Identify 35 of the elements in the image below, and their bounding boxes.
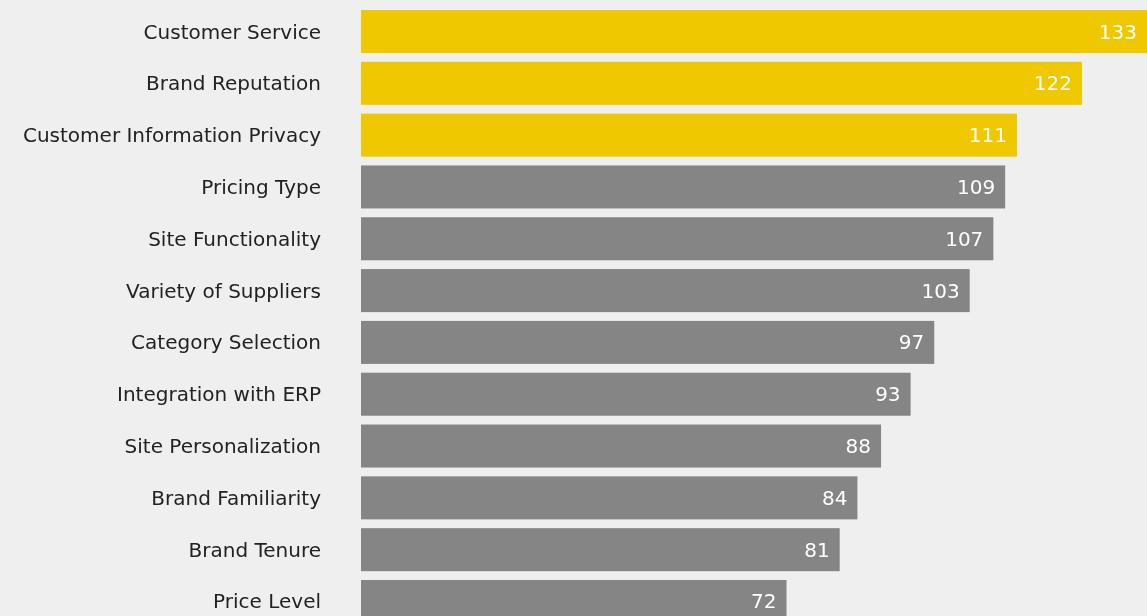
data-label: 133: [1098, 19, 1137, 44]
data-label: 111: [968, 123, 1007, 148]
bar: [361, 476, 858, 520]
y-tick-label: Pricing Type: [201, 174, 321, 199]
data-label: 72: [751, 589, 777, 614]
y-tick-label: Site Personalization: [124, 434, 321, 459]
bar: [361, 528, 840, 572]
data-label: 97: [898, 330, 925, 355]
data-label: 122: [1033, 71, 1072, 96]
bar: [361, 113, 1017, 157]
data-label: 84: [821, 485, 848, 510]
y-tick-label: Price Level: [213, 589, 321, 614]
bar: [361, 269, 970, 313]
data-label: 107: [945, 226, 984, 251]
bar: [361, 372, 911, 416]
bar: [361, 320, 935, 364]
bar: [361, 165, 1006, 209]
y-tick-label: Integration with ERP: [117, 382, 321, 407]
bar: [361, 61, 1082, 105]
bar: [361, 10, 1147, 54]
y-tick-label: Customer Service: [143, 19, 321, 44]
data-label: 88: [845, 434, 872, 459]
y-tick-label: Brand Reputation: [145, 71, 321, 96]
bar: [361, 424, 882, 468]
data-label: 103: [921, 278, 960, 303]
y-tick-label: Variety of Suppliers: [126, 278, 321, 303]
bar: [361, 217, 994, 261]
y-tick-label: Site Functionality: [148, 226, 322, 251]
y-tick-label: Customer Information Privacy: [22, 123, 322, 148]
data-label: 81: [804, 537, 830, 562]
y-tick-label: Brand Tenure: [188, 537, 321, 562]
y-tick-label: Category Selection: [131, 330, 321, 355]
data-label: 93: [875, 382, 901, 407]
y-tick-label: Brand Familiarity: [151, 485, 322, 510]
data-label: 109: [956, 174, 996, 199]
